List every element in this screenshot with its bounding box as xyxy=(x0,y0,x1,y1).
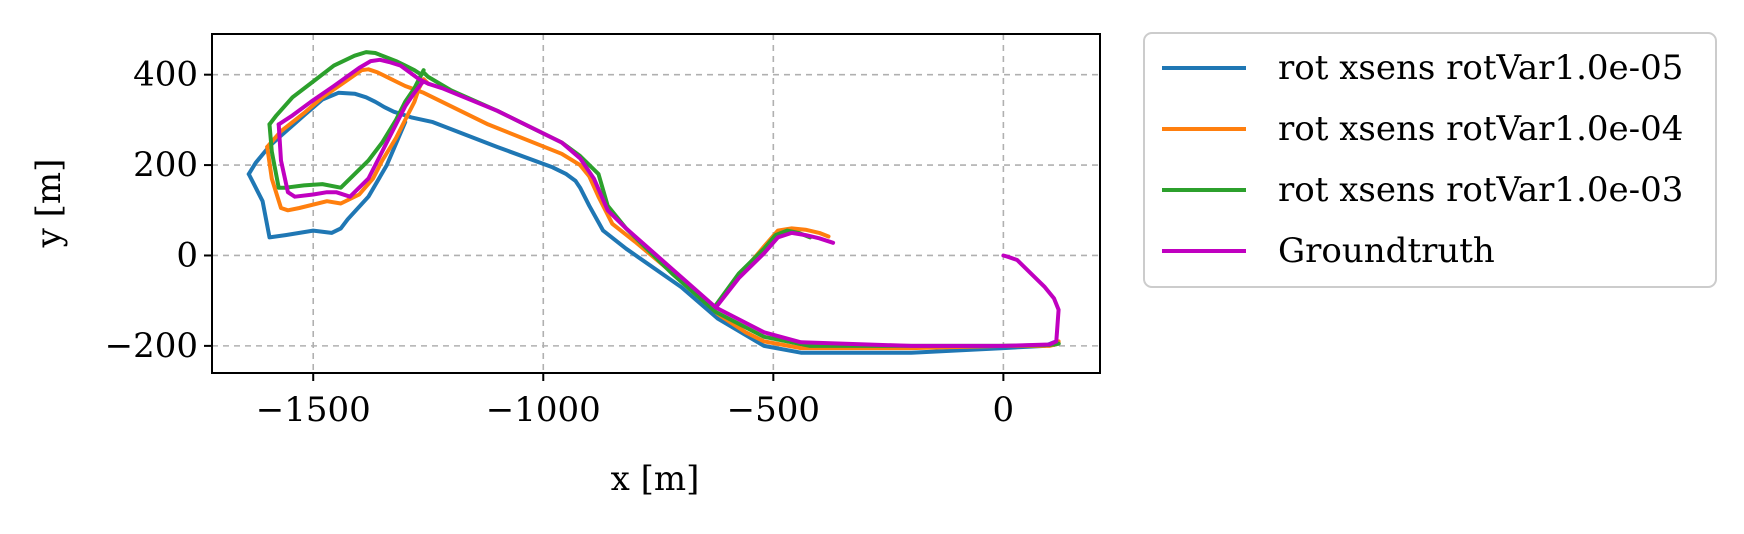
series-lines xyxy=(246,50,1061,355)
grid xyxy=(212,34,1100,373)
series-line-rot-xsens-rotvar1-0e-03 xyxy=(267,50,1061,348)
legend-label: Groundtruth xyxy=(1278,231,1495,271)
legend-label: rot xsens rotVar1.0e-03 xyxy=(1278,170,1683,210)
series-line-rot-xsens-rotvar1-0e-04 xyxy=(265,77,431,213)
axis-ticks: −1500 −1000 −500 0 400 200 0 −200 xyxy=(105,55,1015,430)
plot-frame xyxy=(211,33,1101,374)
y-tick-label: 400 xyxy=(133,55,198,95)
x-tick-label: −1000 xyxy=(486,390,601,430)
series-line-rot-xsens-rotvar1-0e-04 xyxy=(265,67,1061,351)
legend-label: rot xsens rotVar1.0e-04 xyxy=(1278,109,1683,149)
x-tick-label: −1500 xyxy=(256,390,371,430)
y-tick-label: −200 xyxy=(105,326,198,366)
legend-frame xyxy=(1143,32,1717,288)
series-line-rot-xsens-rotvar1-0e-05 xyxy=(246,120,408,240)
x-tick-label: −500 xyxy=(727,390,820,430)
legend: rot xsens rotVar1.0e-05 rot xsens rotVar1… xyxy=(1143,32,1717,288)
y-tick-label: 200 xyxy=(133,145,198,185)
series-line-rot-xsens-rotvar1-0e-03 xyxy=(267,68,426,190)
x-tick-label: 0 xyxy=(993,390,1015,430)
series-line-groundtruth xyxy=(713,230,836,310)
y-tick-label: 0 xyxy=(176,235,198,275)
x-axis-label: x [m] xyxy=(611,459,700,499)
series-line-groundtruth xyxy=(276,57,1061,348)
y-axis-label: y [m] xyxy=(29,159,69,249)
series-line-groundtruth xyxy=(276,79,426,199)
legend-label: rot xsens rotVar1.0e-05 xyxy=(1278,48,1683,88)
